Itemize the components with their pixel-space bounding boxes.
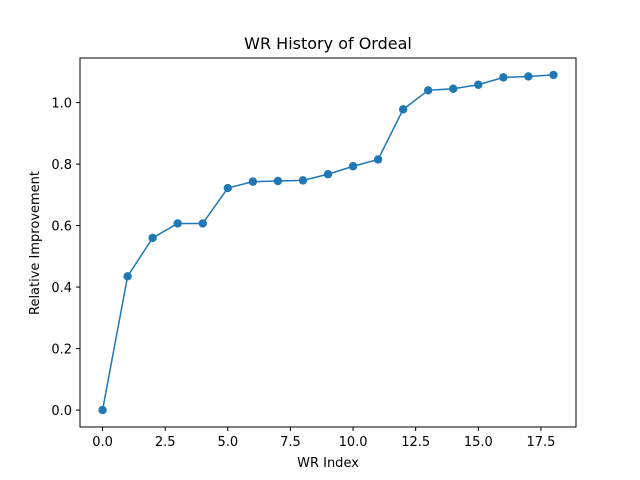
data-point [499,73,508,82]
data-point [348,162,358,171]
x-axis-label: WR Index [297,456,359,471]
y-tick-label: 0.6 [51,220,72,235]
data-point [273,176,283,186]
axes-frame [79,57,577,428]
data-point [148,233,157,243]
data-point [398,105,408,114]
x-tick-label: 10.0 [339,435,368,450]
x-tick-label: 7.5 [280,435,301,450]
x-tick-label: 2.5 [155,435,176,450]
x-tick-label: 0.0 [92,435,113,450]
y-tick-label: 0.0 [51,404,72,419]
data-point [373,155,383,164]
x-axis: 0.0 2.5 5.0 7.5 10.0 12.5 15.0 17.5 [92,427,555,450]
data-point [298,176,308,185]
y-axis: 0.0 0.2 0.4 0.6 0.8 1.0 [51,97,80,419]
data-point [223,183,232,193]
data-point [449,84,458,93]
data-point [549,70,558,80]
y-tick-label: 0.4 [51,281,72,296]
x-tick-label: 15.0 [464,435,493,450]
y-tick-label: 0.8 [51,158,72,173]
x-tick-label: 5.0 [217,435,238,450]
data-point [248,177,258,186]
x-tick-label: 12.5 [401,435,430,450]
data-point [123,272,132,281]
y-axis-label: Relative Improvement [28,171,43,315]
data-point [173,219,182,228]
y-tick-label: 1.0 [51,97,72,112]
data-point [524,72,533,81]
data-point [98,405,107,415]
data-point [474,80,483,89]
plot-area [98,70,558,415]
x-tick-label: 17.5 [526,435,555,450]
chart-title: WR History of Ordeal [244,34,412,53]
data-point [424,86,433,95]
data-point [323,170,333,179]
y-tick-label: 0.2 [51,343,72,358]
data-point [198,219,207,228]
